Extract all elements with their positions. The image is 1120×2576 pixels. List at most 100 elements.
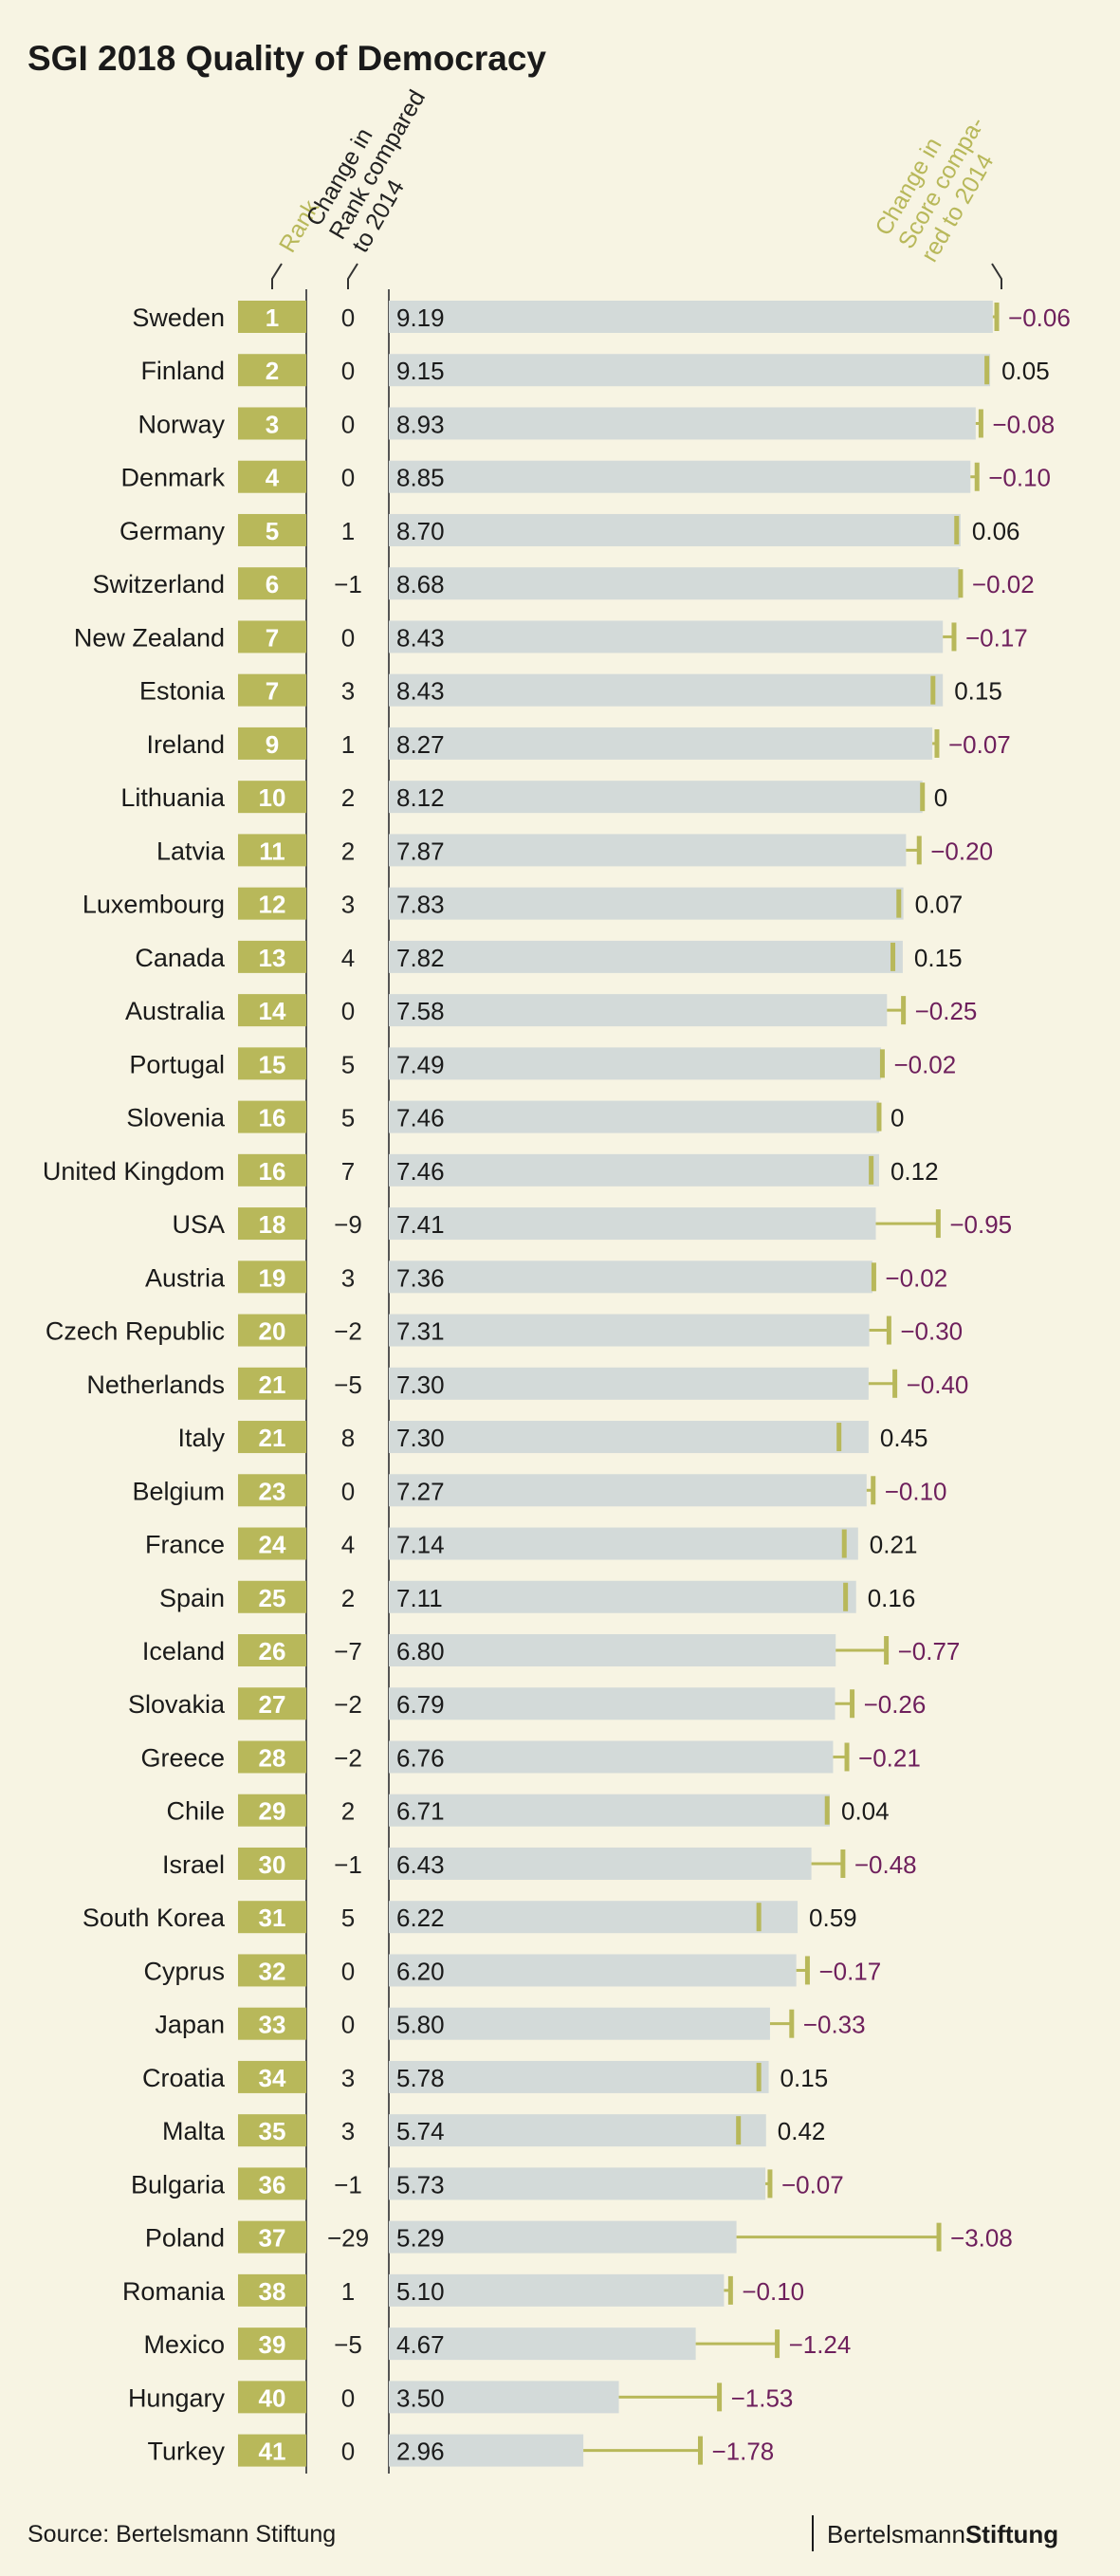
rank-change-label: 5 <box>341 1904 355 1932</box>
change-label: 0.06 <box>972 517 1020 545</box>
logo-part: Bertelsmann <box>827 2520 965 2548</box>
score-bar <box>389 1580 856 1613</box>
change-label: −0.06 <box>1008 304 1071 332</box>
rank-change-label: −5 <box>334 1371 362 1399</box>
change-label: −0.20 <box>930 837 993 865</box>
score-label: 8.12 <box>396 783 445 812</box>
score-label: 7.31 <box>396 1317 445 1346</box>
change-label: 0.42 <box>778 2117 826 2145</box>
change-label: −0.30 <box>900 1317 963 1346</box>
rank-change-label: −1 <box>334 2170 362 2199</box>
rank-box <box>238 2381 306 2414</box>
score-bar <box>389 1100 879 1133</box>
rank-box <box>238 1153 306 1187</box>
rank-label: 24 <box>259 1531 286 1559</box>
rank-box <box>238 940 306 973</box>
rank-box <box>238 513 306 546</box>
rank-label: 35 <box>259 2117 286 2145</box>
rank-change-label: 0 <box>341 2011 355 2039</box>
rank-box <box>238 887 306 920</box>
rank-label: 31 <box>259 1904 286 1932</box>
rank-label: 1 <box>266 304 279 332</box>
score-bar <box>389 354 991 387</box>
rank-change-label: −7 <box>334 1637 362 1665</box>
category-label: New Zealand <box>74 623 225 652</box>
rank-change-label: 0 <box>341 357 355 385</box>
rank-label: 39 <box>259 2330 286 2359</box>
score-label: 5.73 <box>396 2170 445 2199</box>
rank-box <box>238 1260 306 1294</box>
rank-box <box>238 620 306 653</box>
rank-change-label: 1 <box>341 2277 355 2306</box>
header-hook <box>347 263 358 289</box>
score-bar <box>389 1901 799 1934</box>
category-label: Iceland <box>142 1637 225 1665</box>
header-hook <box>991 263 1002 289</box>
rank-label: 29 <box>259 1797 286 1826</box>
score-label: 7.83 <box>396 891 445 919</box>
category-label: Israel <box>162 1850 225 1879</box>
rank-box <box>238 2007 306 2040</box>
rank-label: 27 <box>259 1690 286 1719</box>
score-label: 7.58 <box>396 997 445 1025</box>
rank-change-label: 0 <box>341 2383 355 2412</box>
rank-box <box>238 673 306 707</box>
category-label: Japan <box>155 2011 225 2039</box>
score-bar <box>389 460 971 493</box>
rank-box <box>238 834 306 867</box>
score-label: 8.43 <box>396 677 445 706</box>
rank-label: 10 <box>259 783 286 812</box>
category-label: Slovakia <box>128 1690 226 1719</box>
rank-change-label: 3 <box>341 1263 355 1292</box>
score-label: 5.74 <box>396 2117 445 2145</box>
category-label: Norway <box>138 410 225 438</box>
rank-change-label: 3 <box>341 2064 355 2092</box>
rank-label: 5 <box>266 517 279 545</box>
score-label: 5.80 <box>396 2011 445 2039</box>
rank-label: 15 <box>259 1050 286 1078</box>
score-bar <box>389 2434 584 2467</box>
rank-label: 2 <box>266 357 279 385</box>
rank-label: 26 <box>259 1637 286 1665</box>
change-label: 0.59 <box>809 1904 857 1932</box>
score-label: 6.79 <box>396 1690 445 1719</box>
rank-change-label: 0 <box>341 410 355 438</box>
rank-label: 36 <box>259 2170 286 2199</box>
rank-box <box>238 1954 306 1987</box>
rank-box <box>238 460 306 493</box>
change-label: 0.21 <box>870 1531 918 1559</box>
category-label: Austria <box>145 1263 226 1292</box>
category-label: Canada <box>135 944 226 972</box>
category-label: Germany <box>119 517 226 545</box>
rank-label: 41 <box>259 2438 286 2466</box>
category-label: Netherlands <box>86 1371 225 1399</box>
rank-change-label: 0 <box>341 997 355 1025</box>
rank-label: 14 <box>259 997 286 1025</box>
change-label: 0.15 <box>954 677 1002 706</box>
category-label: Bulgaria <box>131 2170 226 2199</box>
rank-label: 34 <box>259 2064 286 2092</box>
rank-change-label: 2 <box>341 1797 355 1826</box>
category-label: Sweden <box>132 304 225 332</box>
score-bar <box>389 2167 766 2200</box>
category-label: Romania <box>122 2277 226 2306</box>
rank-box <box>238 567 306 600</box>
rank-label: 7 <box>266 623 279 652</box>
score-bar <box>389 513 961 546</box>
category-label: Ireland <box>146 730 225 759</box>
score-bar <box>389 2328 696 2361</box>
rank-change-label: 0 <box>341 1957 355 1985</box>
change-label: −0.33 <box>803 2011 866 2039</box>
change-label: −0.10 <box>885 1477 947 1505</box>
rank-change-label: 0 <box>341 2438 355 2466</box>
rank-box <box>238 1207 306 1241</box>
change-label: −0.95 <box>949 1210 1012 1239</box>
rank-label: 13 <box>259 944 286 972</box>
rank-label: 32 <box>259 1957 286 1985</box>
rank-change-label: −2 <box>334 1317 362 1346</box>
category-label: Estonia <box>139 677 226 706</box>
change-label: −1.53 <box>731 2383 794 2412</box>
